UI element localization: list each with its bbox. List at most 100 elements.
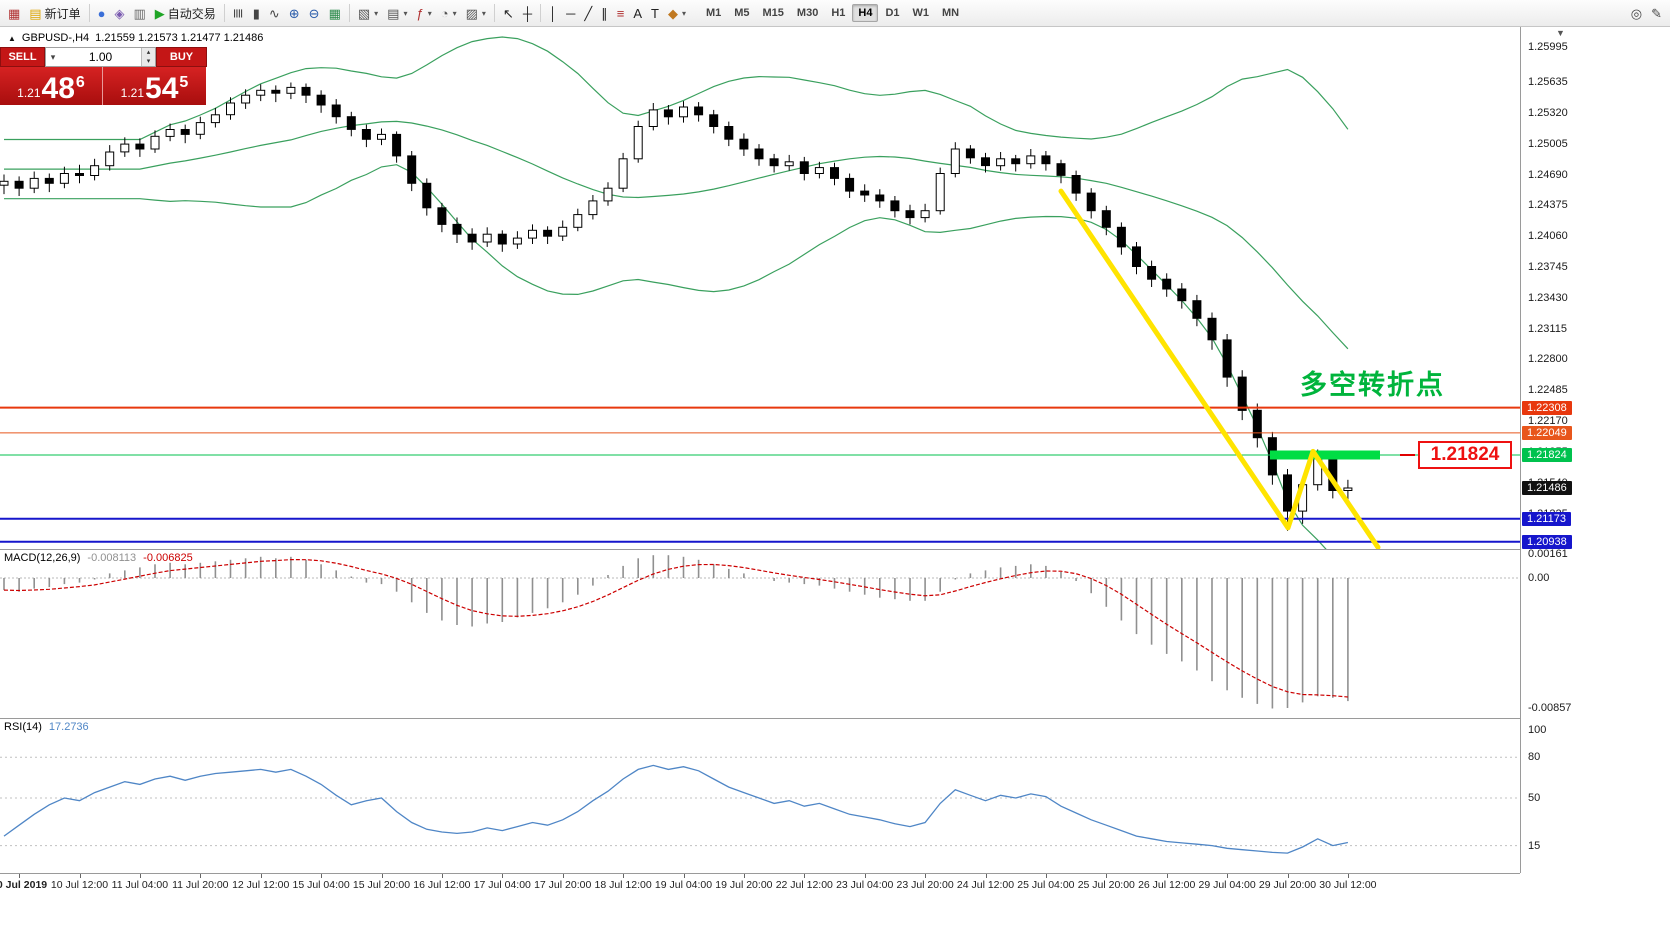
price-axis-label: 1.25005: [1528, 137, 1568, 150]
crosshair-icon[interactable]: ┼: [519, 3, 536, 23]
zoom-in-icon[interactable]: ⊕: [285, 3, 304, 23]
volume-increase-button[interactable]: ▴: [142, 48, 155, 57]
time-axis-label: 30 Jul 12:00: [1319, 879, 1377, 891]
time-tick: [321, 874, 323, 878]
time-tick: [743, 874, 745, 878]
time-axis-label: 19 Jul 20:00: [715, 879, 773, 891]
toolbar-separator: [493, 4, 495, 22]
templates-icon: ▨: [465, 5, 478, 21]
chart-shift-marker-icon[interactable]: ▼: [1556, 28, 1565, 38]
sell-price-panel[interactable]: 1.21 48 6: [0, 67, 103, 105]
timeframe-m1[interactable]: M1: [705, 7, 722, 19]
profiles-icon[interactable]: ▤ ▾: [383, 3, 411, 23]
market-watch-icon[interactable]: ●: [94, 3, 110, 23]
timeframe-m15[interactable]: M15: [762, 7, 784, 19]
templates-icon[interactable]: ▨ ▾: [462, 3, 490, 23]
time-axis-label: 18 Jul 12:00: [594, 879, 652, 891]
candlesticks: [0, 82, 1353, 531]
rsi-name: RSI(14): [4, 721, 42, 733]
time-tick: [1106, 874, 1108, 878]
time-tick: [864, 874, 866, 878]
periods-icon[interactable]: ◔ ▾: [437, 3, 461, 23]
label-icon[interactable]: T: [647, 3, 663, 23]
autotrading-button[interactable]: ▶ 自动交易: [151, 3, 220, 23]
new-order-icon: ▤: [29, 5, 42, 21]
macd-axis-label: 0.00161: [1528, 547, 1568, 560]
timeframe-m5[interactable]: M5: [734, 7, 750, 19]
rsi-canvas[interactable]: [0, 719, 1520, 873]
volume-field[interactable]: ▾ 1.00 ▴ ▾: [45, 47, 156, 67]
time-tick: [441, 874, 443, 878]
macd-label: MACD(12,26,9) -0.008113 -0.006825: [4, 552, 193, 564]
quick-edit-icon[interactable]: ✎: [1647, 3, 1666, 23]
horizontal-lines[interactable]: [0, 406, 1520, 543]
highlight-zone[interactable]: [1270, 450, 1415, 460]
time-axis-label: 29 Jul 04:00: [1198, 879, 1256, 891]
sell-button[interactable]: SELL: [0, 47, 45, 67]
chart-window-icon[interactable]: ▦: [4, 3, 24, 23]
arrows-icon: ◆: [667, 5, 678, 21]
time-tick: [1347, 874, 1349, 878]
volume-value[interactable]: 1.00: [88, 50, 113, 64]
timeframe-h1[interactable]: H1: [831, 7, 846, 19]
volume-dropdown-icon[interactable]: ▾: [50, 51, 56, 62]
time-tick: [804, 874, 806, 878]
price-axis-label: 1.25320: [1528, 106, 1568, 119]
text-icon[interactable]: A: [629, 3, 646, 23]
autotrading-button-label: 自动交易: [167, 6, 216, 21]
macd-panel[interactable]: MACD(12,26,9) -0.008113 -0.006825: [0, 550, 1520, 719]
zoom-out-icon[interactable]: ⊖: [305, 3, 324, 23]
line-chart-icon[interactable]: ∿: [265, 3, 284, 23]
vertical-line-icon: │: [549, 5, 558, 21]
candlestick-chart-icon[interactable]: ▮: [249, 3, 264, 23]
main-chart-panel[interactable]: ▲ GBPUSD-,H4 1.21559 1.21573 1.21477 1.2…: [0, 27, 1520, 550]
vertical-line-icon[interactable]: │: [545, 3, 561, 23]
time-tick: [19, 874, 21, 878]
channel-icon[interactable]: ∥: [597, 3, 612, 23]
macd-canvas[interactable]: [0, 550, 1520, 718]
timeframe-h4[interactable]: H4: [852, 4, 879, 22]
time-axis-label: 19 Jul 04:00: [654, 879, 713, 891]
trend-lines[interactable]: [1058, 188, 1381, 549]
autotrading-icon: ▶: [154, 5, 165, 21]
trendline-icon[interactable]: ╱: [580, 3, 596, 23]
buy-button[interactable]: BUY: [156, 47, 207, 67]
new-chart-icon: ▧: [357, 5, 371, 21]
new-chart-icon[interactable]: ▧ ▾: [354, 3, 382, 23]
price-tag: 1.21824: [1522, 448, 1572, 462]
horizontal-line-icon[interactable]: ─: [562, 3, 579, 23]
sell-price-pip: 6: [75, 74, 85, 91]
tile-windows-icon[interactable]: ▦: [325, 3, 345, 23]
time-tick: [260, 874, 262, 878]
arrows-icon[interactable]: ◆ ▾: [664, 3, 690, 23]
fibonacci-icon[interactable]: ≡: [613, 3, 629, 23]
price-chart-canvas[interactable]: [0, 27, 1520, 549]
bar-chart-icon[interactable]: ≣: [229, 3, 248, 23]
price-axis-label: 1.24060: [1528, 230, 1568, 243]
terminal-icon[interactable]: ▥: [129, 3, 149, 23]
price-axis[interactable]: 1.25995 1.25635 1.25320 1.25005 1.24690 1.243…: [1520, 27, 1670, 873]
search-icon[interactable]: ◎: [1627, 3, 1646, 23]
volume-spinner: ▴ ▾: [141, 48, 155, 66]
price-axis-label: 1.23115: [1528, 322, 1567, 335]
navigator-icon[interactable]: ◈: [110, 3, 128, 23]
cursor-icon[interactable]: ↖: [499, 3, 518, 23]
timeframe-mn[interactable]: MN: [942, 7, 960, 19]
timeframe-d1[interactable]: D1: [885, 7, 900, 19]
new-order-button[interactable]: ▤ 新订单: [25, 3, 84, 23]
buy-price-panel[interactable]: 1.21 54 5: [103, 67, 206, 105]
timeframe-w1[interactable]: W1: [912, 7, 930, 19]
toolbar-separator: [223, 4, 225, 22]
symbol-name: GBPUSD-,H4: [21, 32, 90, 44]
terminal-icon: ▥: [133, 5, 146, 21]
volume-decrease-button[interactable]: ▾: [142, 57, 155, 66]
rsi-panel[interactable]: RSI(14) 17.2736: [0, 719, 1520, 874]
macd-signal-value: -0.006825: [143, 552, 193, 564]
indicators-icon[interactable]: ƒ ▾: [412, 3, 435, 23]
time-axis-label: 15 Jul 04:00: [292, 879, 350, 891]
price-callout-box: 1.21824: [1418, 441, 1512, 469]
time-axis-label: 25 Jul 20:00: [1077, 879, 1135, 891]
time-axis-label: 11 Jul 20:00: [172, 879, 229, 891]
timeframe-m30[interactable]: M30: [796, 7, 819, 19]
